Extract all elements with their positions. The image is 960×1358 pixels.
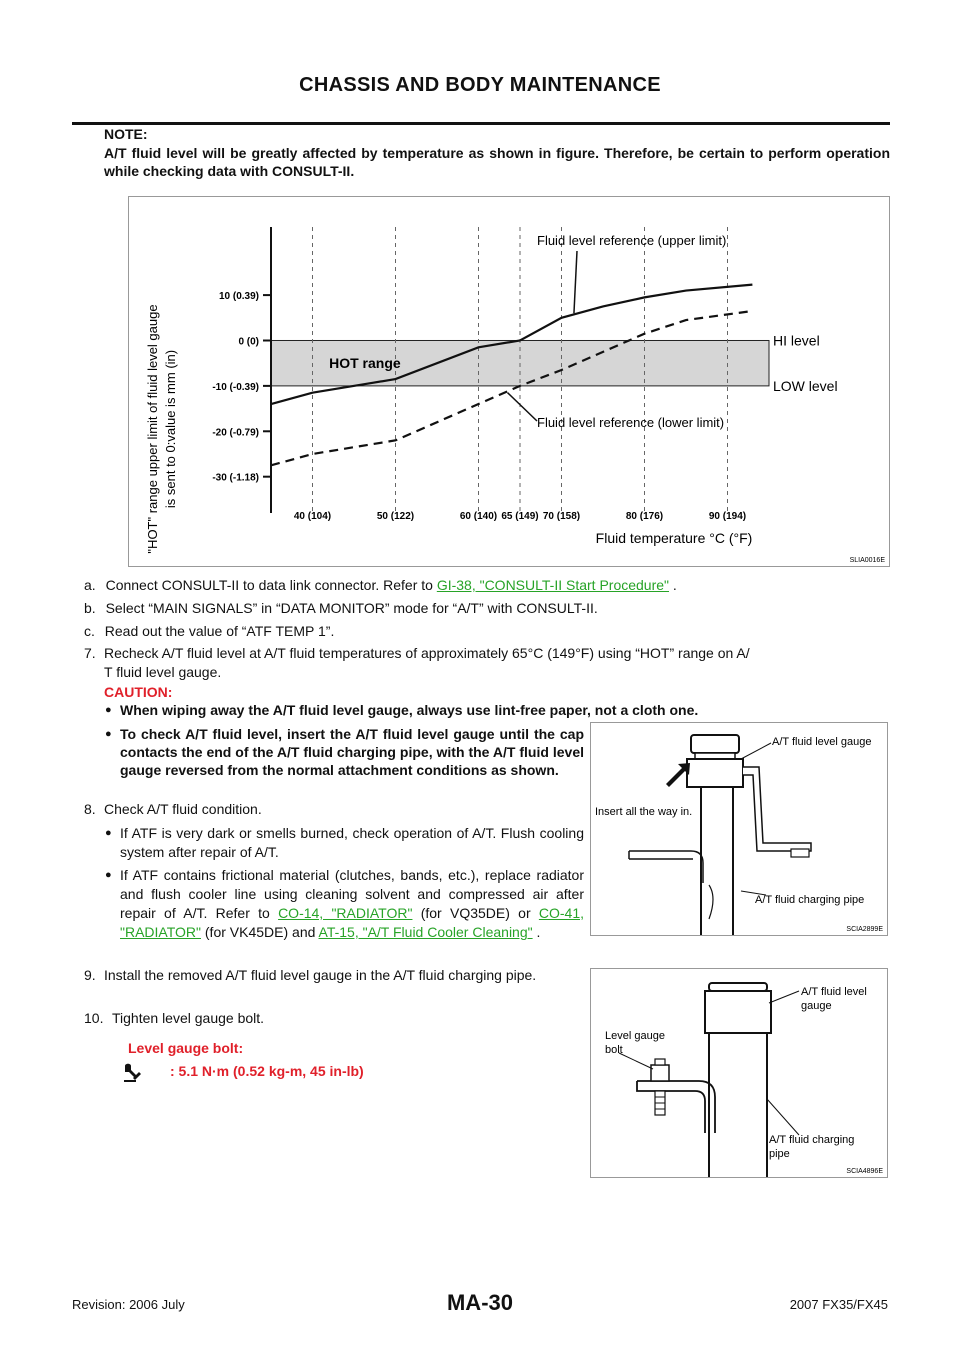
note-text: A/T fluid level will be greatly affected… [104,145,890,179]
fluid-level-chart: 10 (0.39) 0 (0) -10 (-0.39) -20 (-0.79) -30 … [145,227,886,564]
caution-bullet-1: ● When wiping away the A/T fluid level g… [105,701,890,719]
step-a-number: a. [84,577,96,593]
y-tick-label: -20 (-0.79) [212,427,259,438]
footer-revision: Revision: 2006 July [72,1297,185,1312]
step-a-text-after: . [669,577,677,593]
fig2-label-pipe: A/T fluid charging pipe [755,894,864,906]
y-tick-label: 0 (0) [238,336,259,347]
gauge-insert-figure: A/T fluid level gauge Insert all the way… [590,722,888,936]
link-co-14[interactable]: CO-14, "RADIATOR" [278,905,413,921]
caution-bullet-2: ● To check A/T fluid level, insert the A… [105,725,584,779]
x-tick-label: 90 (194) [709,511,746,522]
step-a-text: Connect CONSULT-II to data link connecto… [105,577,437,593]
caution-bullet-1-text: When wiping away the A/T fluid level gau… [120,702,699,718]
step-c: c. Read out the value of “ATF TEMP 1”. [84,622,894,641]
step-b-text: Select “MAIN SIGNALS” in “DATA MONITOR” … [105,600,598,616]
insert-arrow-icon [666,763,690,787]
step-7-number: 7. [84,645,96,661]
bullet-dot: ● [105,869,112,881]
bullet-dot: ● [105,827,112,839]
y-tick-label: -30 (-1.18) [212,473,259,484]
caution-label: CAUTION: [104,684,173,700]
gauge-insert-illustration: A/T fluid level gauge Insert all the way… [595,734,883,935]
spec-label: Level gauge bolt: [128,1040,244,1056]
chart-figure-id: SLIA0016E [850,557,886,564]
step-10-text: Tighten level gauge bolt. [112,1010,265,1026]
upper-limit-callout: Fluid level reference (upper limit) [537,233,726,248]
step-8-bullet-2-text-3: (for VK45DE) and [201,924,319,940]
fig2-label-gauge: A/T fluid level gauge [772,736,871,748]
fig3-figure-id: SCIA4896E [846,1168,883,1175]
step-8-text: Check A/T fluid condition. [104,801,262,817]
fig2-figure-id: SCIA2899E [846,926,883,933]
x-axis-label: Fluid temperature °C (°F) [596,530,753,546]
gauge-bolt-figure: A/T fluid level gauge Level gauge bolt A… [590,968,888,1178]
upper-limit-line [270,283,753,406]
bullet-dot: ● [105,704,112,716]
fig3-label-gauge-line2: gauge [801,1000,832,1012]
step-8-bullet-2: ● If ATF contains frictional material (c… [105,866,585,942]
step-8-bullet-1-text: If ATF is very dark or smells burned, ch… [120,825,584,860]
y-axis-label-line1: "HOT" range upper limit of fluid level g… [145,304,160,553]
lower-limit-line [270,309,753,467]
x-tick-label: 60 (140) [460,511,497,522]
lower-limit-callout: Fluid level reference (lower limit) [537,415,724,430]
hot-range-label: HOT range [329,355,401,371]
step-b: b. Select “MAIN SIGNALS” in “DATA MONITO… [84,599,894,618]
fluid-level-chart-figure: 10 (0.39) 0 (0) -10 (-0.39) -20 (-0.79) -30 … [128,196,890,567]
x-tick-label: 65 (149) [501,511,538,522]
y-tick-label: -10 (-0.39) [212,382,259,393]
step-9-text: Install the removed A/T fluid level gaug… [104,967,537,983]
step-7-line1: Recheck A/T fluid level at A/T fluid tem… [104,645,750,661]
step-8-bullet-2-text-4: . [532,924,541,940]
upper-limit-leader [573,250,578,314]
hi-level-label: HI level [773,332,820,348]
x-tick-label: 40 (104) [294,511,331,522]
step-10-number: 10. [84,1010,104,1026]
fig3-label-gauge-line1: A/T fluid level [801,986,867,998]
lower-limit-leader [507,392,538,422]
link-co-41[interactable]: CO-41, "RADIATOR" [120,905,585,940]
y-axis-label-line2: is sent to 0:value is mm (in) [163,350,178,508]
step-8-bullet-1: ● If ATF is very dark or smells burned, … [105,824,584,862]
step-8-number: 8. [84,801,96,817]
gauge-bolt-illustration: A/T fluid level gauge Level gauge bolt A… [605,982,883,1177]
footer-model: 2007 FX35/FX45 [789,1297,888,1312]
caution-bullet-2-text: To check A/T fluid level, insert the A/T… [120,726,584,778]
page-header-title: CHASSIS AND BODY MAINTENANCE [299,74,661,96]
torque-wrench-icon [122,1062,142,1084]
step-a: a. Connect CONSULT-II to data link conne… [84,576,894,595]
step-c-text: Read out the value of “ATF TEMP 1”. [104,623,335,639]
link-at-15[interactable]: AT-15, "A/T Fluid Cooler Cleaning" [318,924,533,940]
x-tick-label: 70 (158) [543,511,580,522]
fig3-label-bolt-line1: Level gauge [605,1030,665,1042]
step-7-line2: T fluid level gauge. [104,664,222,680]
spec-value: : 5.1 N·m (0.52 kg-m, 45 in-lb) [170,1063,364,1079]
x-tick-label: 80 (176) [626,511,663,522]
bullet-dot: ● [105,728,112,740]
y-tick-label: 10 (0.39) [219,291,259,302]
x-tick-label: 50 (122) [377,511,414,522]
step-8-bullet-2-text-2: (for VQ35DE) or [412,905,539,921]
fig3-label-bolt-line2: bolt [605,1044,623,1056]
step-b-number: b. [84,600,96,616]
link-gi-38[interactable]: GI-38, "CONSULT-II Start Procedure" [436,577,670,593]
low-level-label: LOW level [773,378,838,394]
step-8-bullet-2-text: If ATF contains frictional material (clu… [120,867,584,921]
step-9-number: 9. [84,967,96,983]
footer-page-number: MA-30 [446,1290,513,1315]
header-rule [72,122,890,125]
fig3-label-pipe-line2: pipe [769,1148,790,1160]
note-label: NOTE: [104,126,148,142]
step-c-number: c. [84,623,95,639]
fig2-label-insert: Insert all the way in. [595,806,692,818]
fig3-label-pipe-line1: A/T fluid charging [769,1134,854,1146]
